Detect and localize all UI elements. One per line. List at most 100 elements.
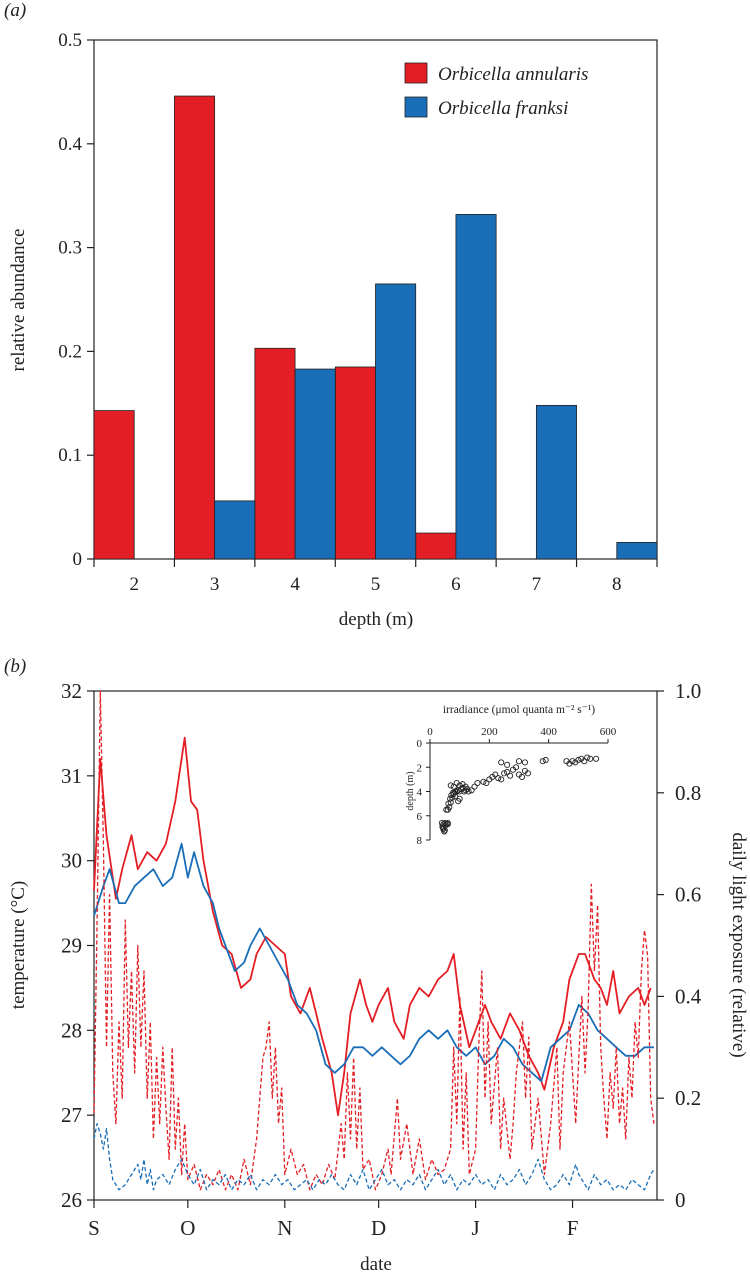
inset-point xyxy=(581,758,588,765)
inset-x-tick-label: 600 xyxy=(600,726,617,738)
panel-a: (a) 0 0.1 0.2 0.3 0.4 0.5 2 3 4 5 6 7 8 depth (m) r… xyxy=(4,0,658,630)
x-tick-label: O xyxy=(180,1216,195,1240)
inset-x-tick-label: 200 xyxy=(481,726,498,738)
right-y-tick-label: 0.4 xyxy=(675,984,702,1008)
x-tick-label: S xyxy=(88,1216,100,1240)
inset-point xyxy=(515,758,523,765)
y-tick-label: 0.2 xyxy=(58,341,82,362)
y-tick-label: 0.1 xyxy=(58,445,82,466)
inset-point xyxy=(498,776,505,783)
inset-point xyxy=(456,782,463,789)
left-y-tick-label: 30 xyxy=(61,849,82,873)
panel-b-left-y-axis-title: temperature (°C) xyxy=(8,881,29,1009)
x-tick-label: 2 xyxy=(129,574,139,595)
left-y-tick-label: 26 xyxy=(61,1188,82,1212)
x-tick-label: F xyxy=(567,1216,579,1240)
inset-x-tick-label: 400 xyxy=(540,726,557,738)
series-line-1 xyxy=(93,842,654,1083)
inset-y-tick-label: 4 xyxy=(417,787,423,799)
y-tick-label: 0.4 xyxy=(58,134,82,155)
inset-point xyxy=(447,782,454,789)
x-tick-label: 6 xyxy=(451,574,461,595)
series-line-0 xyxy=(93,736,652,1117)
inset-point xyxy=(501,770,508,777)
inset-chart: 0 200 400 600 0 2 4 6 8 irradiance (μmol quanta … xyxy=(405,704,617,847)
inset-point xyxy=(462,787,469,794)
inset-point xyxy=(542,756,549,764)
inset-point xyxy=(593,755,600,762)
inset-points xyxy=(438,754,600,835)
panel-a-x-axis-title: depth (m) xyxy=(339,609,413,630)
x-tick-label: 3 xyxy=(210,574,220,595)
inset-point xyxy=(518,773,526,781)
bar-annularis xyxy=(174,95,216,560)
inset-y-tick-label: 6 xyxy=(417,811,423,823)
right-y-tick-label: 0.6 xyxy=(675,883,701,907)
series-line-3 xyxy=(93,1123,655,1191)
legend-label-annularis: Orbicella annularis xyxy=(438,64,588,85)
panel-a-bars xyxy=(93,95,658,560)
legend-swatch-annularis xyxy=(404,62,428,84)
inset-point xyxy=(504,769,511,776)
inset-point xyxy=(452,793,459,800)
right-y-tick-label: 0 xyxy=(675,1188,686,1212)
y-tick-label: 0.5 xyxy=(58,30,82,51)
x-tick-label: 8 xyxy=(612,574,622,595)
panel-a-legend: Orbicella annularis Orbicella franksi xyxy=(404,62,588,119)
inset-axes: 0 200 400 600 0 2 4 6 8 xyxy=(417,726,617,847)
inset-point xyxy=(575,756,582,764)
x-tick-label: J xyxy=(471,1216,479,1240)
x-tick-label: N xyxy=(277,1216,292,1240)
left-y-tick-label: 31 xyxy=(61,764,82,788)
right-y-tick-label: 0.2 xyxy=(675,1086,701,1110)
inset-y-tick-label: 2 xyxy=(417,762,423,774)
inset-y-axis-title: depth (m) xyxy=(405,771,416,810)
panel-b-label: (b) xyxy=(4,656,26,677)
bar-annularis xyxy=(93,410,135,560)
inset-point xyxy=(498,759,505,766)
left-y-tick-label: 28 xyxy=(61,1018,82,1042)
legend-label-franksi: Orbicella franksi xyxy=(438,98,568,119)
inset-point xyxy=(444,819,451,827)
panel-a-x-axis: 2 3 4 5 6 7 8 xyxy=(93,559,658,595)
x-tick-label: D xyxy=(371,1216,386,1240)
inset-point xyxy=(587,755,594,762)
inset-point xyxy=(468,787,475,794)
y-tick-label: 0.3 xyxy=(58,238,82,259)
inset-y-tick-label: 8 xyxy=(417,835,423,847)
bar-franksi xyxy=(616,541,658,560)
inset-point xyxy=(483,779,490,787)
x-tick-label: 7 xyxy=(532,574,542,595)
panel-a-label: (a) xyxy=(4,0,26,21)
legend-swatch-franksi xyxy=(404,96,428,118)
panel-b-x-axis-title: date xyxy=(360,1254,392,1275)
inset-point xyxy=(474,779,481,787)
panel-a-y-axis-title: relative abundance xyxy=(8,229,29,372)
inset-point xyxy=(495,775,502,782)
inset-point xyxy=(584,754,591,761)
inset-point xyxy=(521,759,528,766)
panel-a-y-axis: 0 0.1 0.2 0.3 0.4 0.5 xyxy=(58,30,94,570)
inset-point xyxy=(539,758,546,765)
bar-franksi xyxy=(455,213,497,560)
inset-x-axis-title: irradiance (μmol quanta m⁻² s⁻¹) xyxy=(443,704,595,716)
inset-point xyxy=(507,772,514,779)
inset-point xyxy=(480,778,487,785)
bar-annularis xyxy=(334,366,376,560)
bar-franksi xyxy=(535,404,577,560)
inset-point xyxy=(471,783,478,790)
left-y-tick-label: 27 xyxy=(61,1103,82,1127)
inset-point xyxy=(462,783,469,790)
inset-point xyxy=(512,764,520,771)
panel-b-right-y-axis-title: daily light exposure (relative) xyxy=(728,832,749,1057)
bar-annularis xyxy=(254,347,296,560)
y-tick-label: 0 xyxy=(73,549,83,570)
panel-b-left-y-axis: 26 27 28 29 30 31 32 xyxy=(61,679,94,1212)
bar-franksi xyxy=(294,368,336,560)
inset-point xyxy=(455,798,462,805)
inset-point xyxy=(569,758,576,765)
bar-franksi xyxy=(375,283,417,560)
